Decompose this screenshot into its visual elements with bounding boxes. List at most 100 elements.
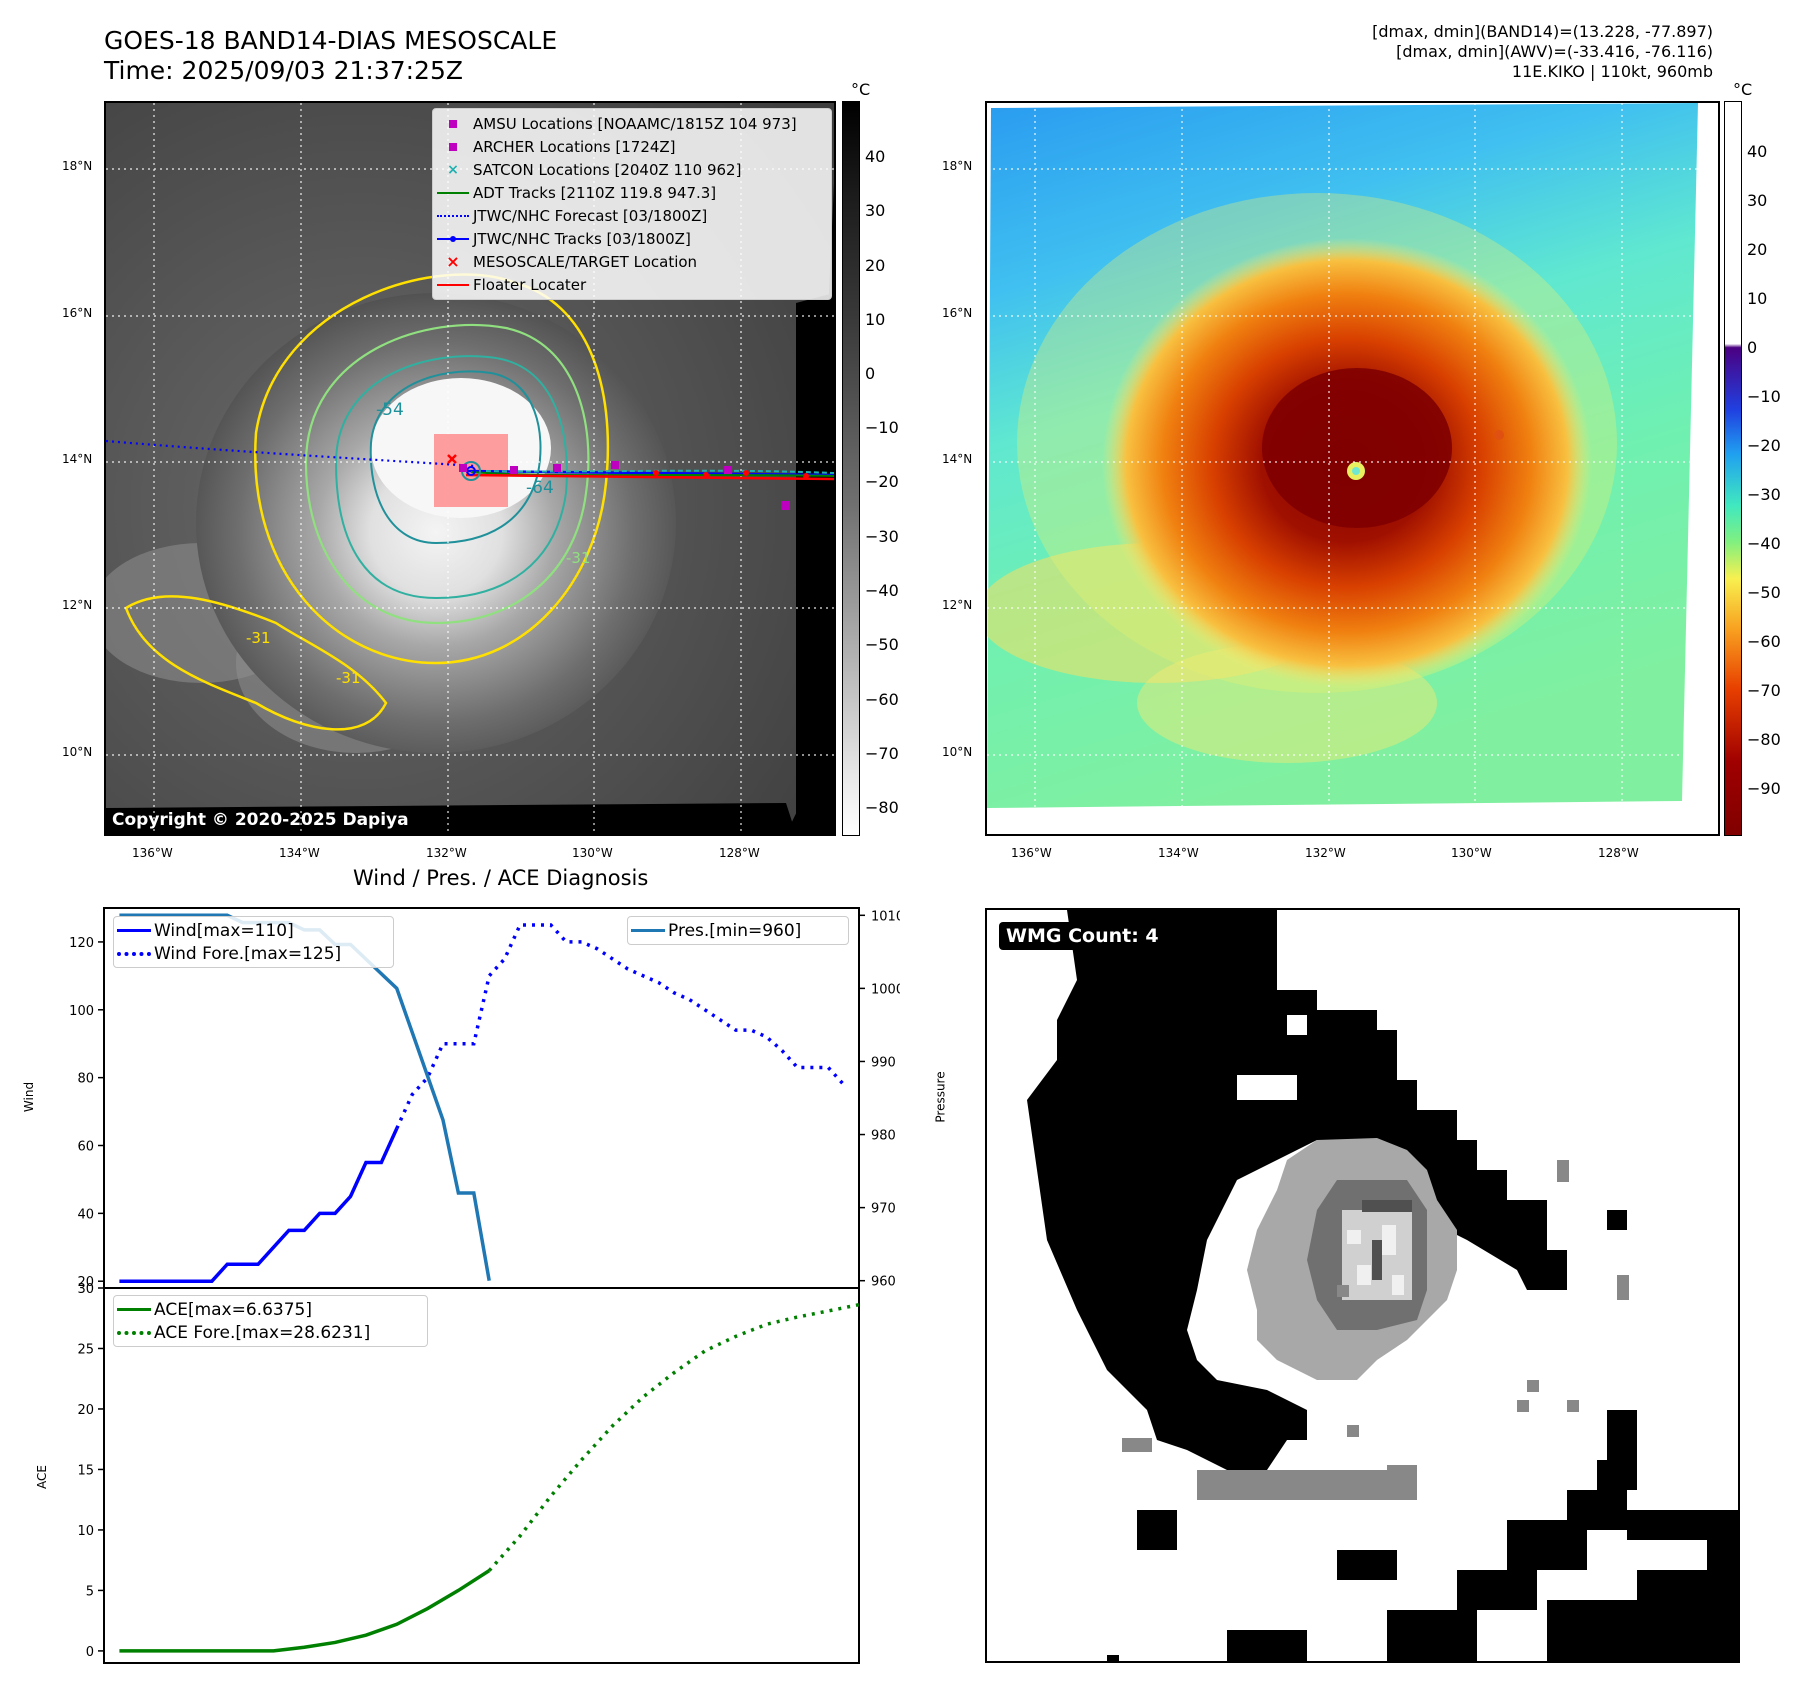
- colorbar-tick: −90: [1747, 779, 1781, 798]
- pressure-tick-label: 960: [871, 1275, 896, 1290]
- legend-item-target: × MESOSCALE/TARGET Location: [433, 250, 831, 273]
- green-line-icon: [433, 191, 473, 194]
- floater-locater: [465, 473, 834, 481]
- wmg-map-svg: [1027, 910, 1738, 1661]
- wind-tick-label: 100: [69, 1004, 94, 1019]
- red-line-icon: [433, 283, 473, 286]
- lon-tick: 134°W: [279, 846, 320, 860]
- wmg-classification-map[interactable]: WMG Count: 4: [985, 908, 1740, 1663]
- wind-tick-label: 40: [77, 1207, 94, 1222]
- contour-label-31a: -31: [566, 549, 591, 567]
- colorbar-tick: 20: [865, 256, 886, 275]
- ace-tick-label: 30: [77, 1282, 94, 1297]
- colorbar-tick: −50: [865, 635, 899, 654]
- wind-tick-label: 20: [77, 1275, 94, 1290]
- wmg-count-badge: WMG Count: 4: [999, 922, 1166, 950]
- pressure-tick-label: 1010: [871, 909, 900, 924]
- ace-tick-label: 20: [77, 1403, 94, 1418]
- colorbar-tick: 10: [865, 310, 886, 329]
- ace-series-1: [487, 1302, 860, 1572]
- colorbar-tick: −30: [865, 527, 899, 546]
- legend-item-floater: Floater Locater: [433, 273, 831, 296]
- contour-label-31c: -31: [336, 669, 361, 687]
- awv-colorbar-unit: °C: [1733, 80, 1753, 99]
- lat-tick: 14°N: [942, 452, 973, 466]
- colorbar-tick: −50: [1747, 583, 1781, 602]
- legend-label: JTWC/NHC Forecast [03/1800Z]: [473, 206, 708, 225]
- legend-label: MESOSCALE/TARGET Location: [473, 252, 698, 271]
- blue-dotted-line-icon: [433, 214, 473, 217]
- ace-tick-label: 15: [77, 1463, 94, 1478]
- colorbar-tick: −70: [865, 744, 899, 763]
- ace-tick-label: 10: [77, 1524, 94, 1539]
- colorbar-tick: −30: [1747, 485, 1781, 504]
- ace-tick-label: 5: [86, 1584, 94, 1599]
- colorbar-tick: −20: [865, 472, 899, 491]
- awv-map-svg: [987, 103, 1718, 834]
- colorbar-tick: −10: [1747, 387, 1781, 406]
- legend-item-wind: Wind[max=110]: [114, 919, 393, 942]
- ir-satellite-map[interactable]: -54 -64 -31 -31 -31: [104, 101, 836, 836]
- legend-item-pressure: Pres.[min=960]: [628, 919, 848, 942]
- ace-tick-label: 25: [77, 1342, 94, 1357]
- legend-label: SATCON Locations [2040Z 110 962]: [473, 160, 742, 179]
- lat-tick: 18°N: [62, 159, 93, 173]
- pressure-tick-label: 980: [871, 1129, 896, 1144]
- legend-item-satcon: × SATCON Locations [2040Z 110 962]: [433, 158, 831, 181]
- legend-label: JTWC/NHC Tracks [03/1800Z]: [473, 229, 691, 248]
- lat-tick: 10°N: [62, 745, 93, 759]
- pressure-series-0: [119, 913, 491, 1281]
- colorbar-tick: 0: [1747, 338, 1758, 357]
- lon-tick: 130°W: [572, 846, 613, 860]
- chart-title-line1: GOES-18 BAND14-DIAS MESOSCALE: [104, 26, 558, 55]
- blue-dotted-line-icon: [114, 951, 154, 956]
- jtwc-forecast-track: [106, 439, 477, 468]
- wind-legend: Wind[max=110] Wind Fore.[max=125]: [113, 916, 394, 968]
- colorbar-tick: 40: [865, 147, 886, 166]
- lat-tick: 18°N: [942, 159, 973, 173]
- storm-summary: 11E.KIKO | 110kt, 960mb: [1511, 62, 1713, 81]
- legend-item-tracks: JTWC/NHC Tracks [03/1800Z]: [433, 227, 831, 250]
- diagnosis-chart[interactable]: 20 40 60 80 100 120 960 970 980 990 1000 1010 0 5 10…: [0, 890, 900, 1670]
- lon-tick: 132°W: [1305, 846, 1346, 860]
- lat-tick: 16°N: [62, 306, 93, 320]
- ace-tick-label: 0: [86, 1645, 94, 1660]
- wind-tick-label: 120: [69, 936, 94, 951]
- legend-label: ARCHER Locations [1724Z]: [473, 137, 676, 156]
- pressure-axis-label: Pressure: [933, 1071, 948, 1123]
- lon-tick: 136°W: [132, 846, 173, 860]
- legend-label: ADT Tracks [2110Z 119.8 947.3]: [473, 183, 717, 202]
- legend-item-archer: ARCHER Locations [1724Z]: [433, 135, 831, 158]
- ir-colorbar-unit: °C: [851, 80, 871, 99]
- wind-axis-label: Wind: [22, 1081, 37, 1113]
- colorbar-tick: −40: [865, 581, 899, 600]
- ace-series-0: [119, 1569, 491, 1653]
- magenta-square-icon: [433, 119, 473, 128]
- legend-label: ACE[max=6.6375]: [154, 1299, 312, 1320]
- legend-item-ace: ACE[max=6.6375]: [114, 1298, 427, 1321]
- wind-tick-label: 60: [77, 1140, 94, 1155]
- ir-map-legend: AMSU Locations [NOAAMC/1815Z 104 973] AR…: [432, 108, 832, 300]
- chart-title-line2: Time: 2025/09/03 21:37:25Z: [104, 56, 463, 85]
- legend-label: Floater Locater: [473, 275, 587, 294]
- lon-tick: 134°W: [1158, 846, 1199, 860]
- colorbar-tick: −20: [1747, 436, 1781, 455]
- awv-colorbar: [1724, 101, 1742, 836]
- magenta-square-icon: [433, 142, 473, 151]
- lat-tick: 14°N: [62, 452, 93, 466]
- awv-satellite-map[interactable]: [985, 101, 1720, 836]
- target-marker: [447, 454, 457, 464]
- colorbar-tick: −80: [865, 798, 899, 817]
- lon-tick: 132°W: [426, 846, 467, 860]
- contour-label-31b: -31: [246, 629, 271, 647]
- pressure-tick-label: 970: [871, 1202, 896, 1217]
- colorbar-tick: −80: [1747, 730, 1781, 749]
- legend-label: AMSU Locations [NOAAMC/1815Z 104 973]: [473, 114, 797, 133]
- lon-tick: 128°W: [719, 846, 760, 860]
- colorbar-tick: −40: [1747, 534, 1781, 553]
- satcon-track: [485, 469, 834, 474]
- pressure-legend: Pres.[min=960]: [627, 916, 849, 945]
- green-dotted-line-icon: [114, 1330, 154, 1335]
- wind-series-0: [119, 1127, 399, 1283]
- chart-title: GOES-18 BAND14-DIAS MESOSCALE Time: 2025/…: [104, 26, 557, 86]
